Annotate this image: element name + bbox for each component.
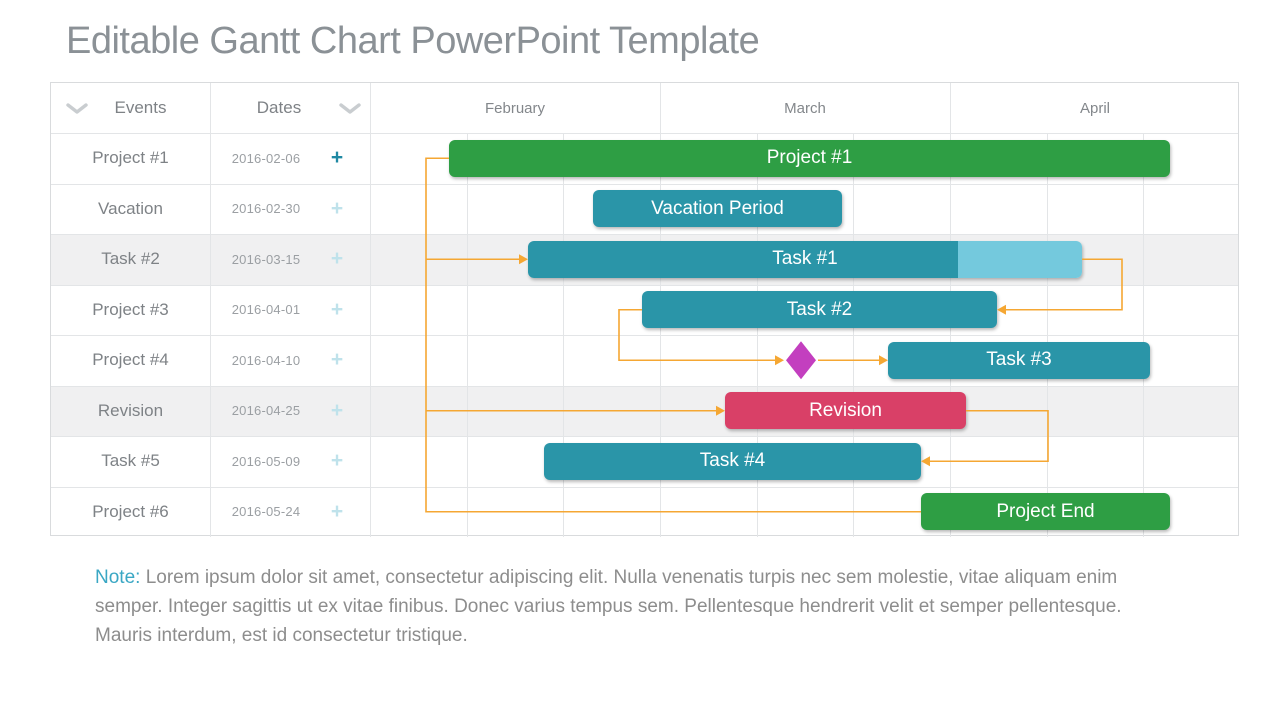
event-name: Project #1: [92, 148, 169, 168]
column-separator: [210, 83, 211, 537]
add-event-plus-icon[interactable]: +: [330, 499, 344, 523]
event-date: 2016-05-24: [231, 504, 301, 520]
gantt-chart: Events Dates February March April Project …: [50, 82, 1239, 538]
gantt-bar-task-1[interactable]: Task #1: [528, 240, 1082, 278]
bar-label: Project End: [996, 500, 1095, 522]
week-gridline: [466, 133, 468, 537]
connector-arrowhead: [997, 304, 1006, 315]
event-name: Project #3: [92, 299, 169, 319]
week-gridline: [1046, 133, 1048, 537]
add-event-plus-icon[interactable]: +: [330, 146, 344, 170]
chevron-down-icon[interactable]: [338, 102, 362, 115]
milestone-diamond[interactable]: [786, 341, 816, 380]
event-name: Project #4: [92, 350, 169, 370]
bar-label: Task #4: [699, 450, 766, 471]
event-name: Vacation: [98, 198, 163, 218]
month-header-april: April: [1079, 99, 1110, 117]
gantt-bar-vacation-period[interactable]: Vacation Period: [593, 190, 842, 227]
connector-arrowhead: [775, 355, 784, 366]
gantt-bar-task-4[interactable]: Task #4: [544, 442, 921, 480]
gantt-bar-revision[interactable]: Revision: [725, 392, 966, 429]
events-column-header: Events: [114, 98, 167, 117]
add-event-plus-icon[interactable]: +: [330, 398, 344, 422]
event-date: 2016-02-06: [231, 150, 301, 166]
table-row-project-4: Project #4 2016-04-10 +: [51, 335, 370, 386]
gantt-bar-project-1[interactable]: Project #1: [449, 139, 1170, 177]
event-name: Project #6: [92, 501, 169, 521]
connector-arrowhead: [879, 355, 888, 366]
connector-arrowhead: [921, 456, 930, 467]
event-date: 2016-05-09: [231, 453, 301, 469]
event-date: 2016-04-01: [231, 302, 301, 318]
event-date: 2016-04-25: [231, 403, 301, 419]
add-event-plus-icon[interactable]: +: [330, 449, 344, 473]
week-gridline: [1143, 133, 1145, 537]
month-header-march: March: [784, 99, 826, 117]
add-event-plus-icon[interactable]: +: [330, 348, 344, 372]
event-name: Revision: [97, 400, 164, 420]
table-row-task-2: Task #2 2016-03-15 +: [51, 234, 370, 285]
gantt-bar-task-2[interactable]: Task #2: [642, 291, 997, 328]
gantt-bar-project-end[interactable]: Project End: [921, 493, 1170, 530]
note-label: Note:: [95, 567, 141, 588]
add-event-plus-icon[interactable]: +: [330, 247, 344, 271]
month-header-february: February: [484, 99, 546, 117]
chevron-down-icon[interactable]: [65, 102, 89, 115]
table-row-project-6: Project #6 2016-05-24 +: [51, 487, 370, 538]
table-row-vacation: Vacation 2016-02-30 +: [51, 184, 370, 235]
event-date: 2016-04-10: [231, 352, 301, 368]
bar-label: Task #3: [986, 349, 1052, 370]
column-separator: [370, 83, 371, 537]
note-text: Lorem ipsum dolor sit amet, consectetur …: [95, 567, 1122, 646]
event-name: Task #2: [101, 249, 160, 269]
table-row-revision: Revision 2016-04-25 +: [51, 386, 370, 437]
bar-label: Revision: [809, 399, 882, 421]
event-date: 2016-03-15: [231, 251, 301, 267]
bar-label: Task #2: [786, 298, 853, 320]
dates-column-header: Dates: [256, 98, 302, 117]
note-paragraph: Note: Lorem ipsum dolor sit amet, consec…: [95, 563, 1145, 650]
page-title: Editable Gantt Chart PowerPoint Template: [66, 20, 760, 62]
bar-label: Task #1: [772, 248, 838, 269]
event-name: Task #5: [101, 451, 160, 471]
gantt-bar-task-3[interactable]: Task #3: [888, 341, 1150, 379]
add-event-plus-icon[interactable]: +: [330, 297, 344, 321]
bar-label: Project #1: [766, 147, 853, 168]
add-event-plus-icon[interactable]: +: [330, 196, 344, 220]
bar-label: Vacation Period: [651, 197, 784, 219]
table-row-project-1: Project #1 2016-02-06 +: [51, 133, 370, 184]
table-row-task-5: Task #5 2016-05-09 +: [51, 436, 370, 487]
event-date: 2016-02-30: [231, 201, 301, 217]
row-gridline: [51, 133, 1238, 134]
table-row-project-3: Project #3 2016-04-01 +: [51, 285, 370, 336]
